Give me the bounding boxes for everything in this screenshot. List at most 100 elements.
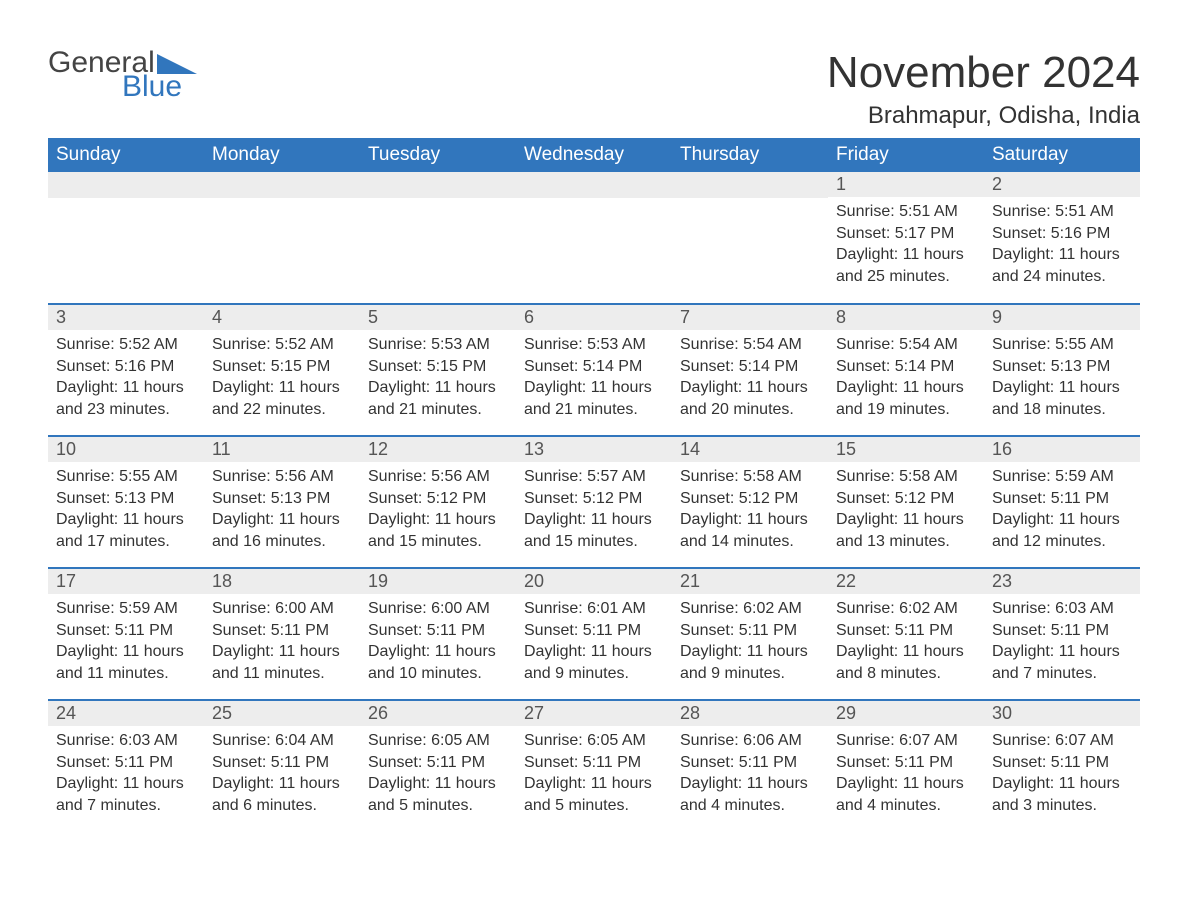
sunset-line: Sunset: 5:11 PM bbox=[836, 620, 976, 642]
sunrise-line: Sunrise: 5:59 AM bbox=[992, 466, 1132, 488]
day-details: Sunrise: 5:51 AMSunset: 5:16 PMDaylight:… bbox=[984, 197, 1140, 295]
daylight-line: Daylight: 11 hours and 9 minutes. bbox=[680, 641, 820, 684]
calendar-cell: 18Sunrise: 6:00 AMSunset: 5:11 PMDayligh… bbox=[204, 568, 360, 700]
weekday-header: Wednesday bbox=[516, 138, 672, 172]
day-number: 10 bbox=[48, 437, 204, 462]
day-details: Sunrise: 5:55 AMSunset: 5:13 PMDaylight:… bbox=[984, 330, 1140, 428]
day-number: 13 bbox=[516, 437, 672, 462]
sunset-line: Sunset: 5:14 PM bbox=[524, 356, 664, 378]
calendar-cell: 6Sunrise: 5:53 AMSunset: 5:14 PMDaylight… bbox=[516, 304, 672, 436]
day-details: Sunrise: 5:52 AMSunset: 5:16 PMDaylight:… bbox=[48, 330, 204, 428]
daylight-line: Daylight: 11 hours and 22 minutes. bbox=[212, 377, 352, 420]
calendar-week-row: 17Sunrise: 5:59 AMSunset: 5:11 PMDayligh… bbox=[48, 568, 1140, 700]
logo-word-blue: Blue bbox=[122, 72, 182, 102]
sunrise-line: Sunrise: 5:56 AM bbox=[368, 466, 508, 488]
title-block: November 2024 Brahmapur, Odisha, India bbox=[827, 48, 1140, 130]
day-number: 20 bbox=[516, 569, 672, 594]
logo: General Blue bbox=[48, 48, 197, 102]
sunset-line: Sunset: 5:12 PM bbox=[524, 488, 664, 510]
day-details: Sunrise: 6:04 AMSunset: 5:11 PMDaylight:… bbox=[204, 726, 360, 824]
daylight-line: Daylight: 11 hours and 19 minutes. bbox=[836, 377, 976, 420]
weekday-header: Sunday bbox=[48, 138, 204, 172]
daylight-line: Daylight: 11 hours and 23 minutes. bbox=[56, 377, 196, 420]
weekday-header: Saturday bbox=[984, 138, 1140, 172]
day-details: Sunrise: 5:54 AMSunset: 5:14 PMDaylight:… bbox=[672, 330, 828, 428]
sunrise-line: Sunrise: 5:53 AM bbox=[524, 334, 664, 356]
day-number: 12 bbox=[360, 437, 516, 462]
day-details: Sunrise: 5:57 AMSunset: 5:12 PMDaylight:… bbox=[516, 462, 672, 560]
day-details: Sunrise: 5:56 AMSunset: 5:13 PMDaylight:… bbox=[204, 462, 360, 560]
sunrise-line: Sunrise: 5:55 AM bbox=[56, 466, 196, 488]
calendar-cell: 21 Sunrise: 6:02 AMSunset: 5:11 PMDayligh… bbox=[672, 568, 828, 700]
day-number: 21 bbox=[672, 569, 828, 594]
sunset-line: Sunset: 5:14 PM bbox=[836, 356, 976, 378]
calendar-cell: 5Sunrise: 5:53 AMSunset: 5:15 PMDaylight… bbox=[360, 304, 516, 436]
sunset-line: Sunset: 5:11 PM bbox=[680, 620, 820, 642]
day-number-bar-empty bbox=[672, 172, 828, 198]
calendar-week-row: 10Sunrise: 5:55 AMSunset: 5:13 PMDayligh… bbox=[48, 436, 1140, 568]
sunrise-line: Sunrise: 5:58 AM bbox=[836, 466, 976, 488]
day-number: 5 bbox=[360, 305, 516, 330]
sunset-line: Sunset: 5:11 PM bbox=[680, 752, 820, 774]
sunrise-line: Sunrise: 6:02 AM bbox=[680, 598, 820, 620]
sunset-line: Sunset: 5:11 PM bbox=[368, 752, 508, 774]
calendar-cell: 29Sunrise: 6:07 AMSunset: 5:11 PMDayligh… bbox=[828, 700, 984, 832]
header: General Blue November 2024 Brahmapur, Od… bbox=[48, 48, 1140, 130]
sunset-line: Sunset: 5:11 PM bbox=[524, 620, 664, 642]
calendar-cell: 19Sunrise: 6:00 AMSunset: 5:11 PMDayligh… bbox=[360, 568, 516, 700]
sunrise-line: Sunrise: 5:57 AM bbox=[524, 466, 664, 488]
sunset-line: Sunset: 5:15 PM bbox=[212, 356, 352, 378]
calendar-cell: 17Sunrise: 5:59 AMSunset: 5:11 PMDayligh… bbox=[48, 568, 204, 700]
sunrise-line: Sunrise: 5:54 AM bbox=[680, 334, 820, 356]
daylight-line: Daylight: 11 hours and 11 minutes. bbox=[212, 641, 352, 684]
calendar-cell: 11Sunrise: 5:56 AMSunset: 5:13 PMDayligh… bbox=[204, 436, 360, 568]
calendar-cell: 3Sunrise: 5:52 AMSunset: 5:16 PMDaylight… bbox=[48, 304, 204, 436]
daylight-line: Daylight: 11 hours and 12 minutes. bbox=[992, 509, 1132, 552]
sunrise-line: Sunrise: 5:59 AM bbox=[56, 598, 196, 620]
day-number-bar-empty bbox=[48, 172, 204, 198]
calendar-cell: 23Sunrise: 6:03 AMSunset: 5:11 PMDayligh… bbox=[984, 568, 1140, 700]
daylight-line: Daylight: 11 hours and 10 minutes. bbox=[368, 641, 508, 684]
daylight-line: Daylight: 11 hours and 21 minutes. bbox=[368, 377, 508, 420]
sunrise-line: Sunrise: 6:05 AM bbox=[368, 730, 508, 752]
sunset-line: Sunset: 5:13 PM bbox=[56, 488, 196, 510]
daylight-line: Daylight: 11 hours and 11 minutes. bbox=[56, 641, 196, 684]
daylight-line: Daylight: 11 hours and 7 minutes. bbox=[56, 773, 196, 816]
day-number: 8 bbox=[828, 305, 984, 330]
day-details: Sunrise: 5:55 AMSunset: 5:13 PMDaylight:… bbox=[48, 462, 204, 560]
day-details: Sunrise: 5:54 AMSunset: 5:14 PMDaylight:… bbox=[828, 330, 984, 428]
sunset-line: Sunset: 5:12 PM bbox=[368, 488, 508, 510]
weekday-header: Friday bbox=[828, 138, 984, 172]
calendar-week-row: 1Sunrise: 5:51 AMSunset: 5:17 PMDaylight… bbox=[48, 172, 1140, 304]
sunset-line: Sunset: 5:16 PM bbox=[992, 223, 1132, 245]
daylight-line: Daylight: 11 hours and 5 minutes. bbox=[524, 773, 664, 816]
calendar-cell: 4Sunrise: 5:52 AMSunset: 5:15 PMDaylight… bbox=[204, 304, 360, 436]
sunrise-line: Sunrise: 5:52 AM bbox=[56, 334, 196, 356]
weekday-header: Monday bbox=[204, 138, 360, 172]
day-details: Sunrise: 6:01 AMSunset: 5:11 PMDaylight:… bbox=[516, 594, 672, 692]
daylight-line: Daylight: 11 hours and 25 minutes. bbox=[836, 244, 976, 287]
calendar-cell bbox=[204, 172, 360, 304]
sunrise-line: Sunrise: 6:03 AM bbox=[992, 598, 1132, 620]
sunset-line: Sunset: 5:14 PM bbox=[680, 356, 820, 378]
calendar-cell: 16Sunrise: 5:59 AMSunset: 5:11 PMDayligh… bbox=[984, 436, 1140, 568]
day-number: 2 bbox=[984, 172, 1140, 197]
day-number-bar-empty bbox=[204, 172, 360, 198]
daylight-line: Daylight: 11 hours and 18 minutes. bbox=[992, 377, 1132, 420]
day-details: Sunrise: 5:58 AMSunset: 5:12 PMDaylight:… bbox=[828, 462, 984, 560]
calendar-cell: 1Sunrise: 5:51 AMSunset: 5:17 PMDaylight… bbox=[828, 172, 984, 304]
location-subtitle: Brahmapur, Odisha, India bbox=[827, 102, 1140, 130]
calendar-cell: 14Sunrise: 5:58 AMSunset: 5:12 PMDayligh… bbox=[672, 436, 828, 568]
sunset-line: Sunset: 5:11 PM bbox=[836, 752, 976, 774]
sunset-line: Sunset: 5:11 PM bbox=[992, 620, 1132, 642]
sunset-line: Sunset: 5:12 PM bbox=[836, 488, 976, 510]
day-details: Sunrise: 6:07 AMSunset: 5:11 PMDaylight:… bbox=[828, 726, 984, 824]
page-title: November 2024 bbox=[827, 48, 1140, 98]
sunrise-line: Sunrise: 5:51 AM bbox=[992, 201, 1132, 223]
calendar-cell: 2Sunrise: 5:51 AMSunset: 5:16 PMDaylight… bbox=[984, 172, 1140, 304]
day-details: Sunrise: 5:59 AMSunset: 5:11 PMDaylight:… bbox=[48, 594, 204, 692]
day-details: Sunrise: 6:05 AMSunset: 5:11 PMDaylight:… bbox=[360, 726, 516, 824]
daylight-line: Daylight: 11 hours and 6 minutes. bbox=[212, 773, 352, 816]
sunrise-line: Sunrise: 6:06 AM bbox=[680, 730, 820, 752]
sunset-line: Sunset: 5:11 PM bbox=[212, 752, 352, 774]
